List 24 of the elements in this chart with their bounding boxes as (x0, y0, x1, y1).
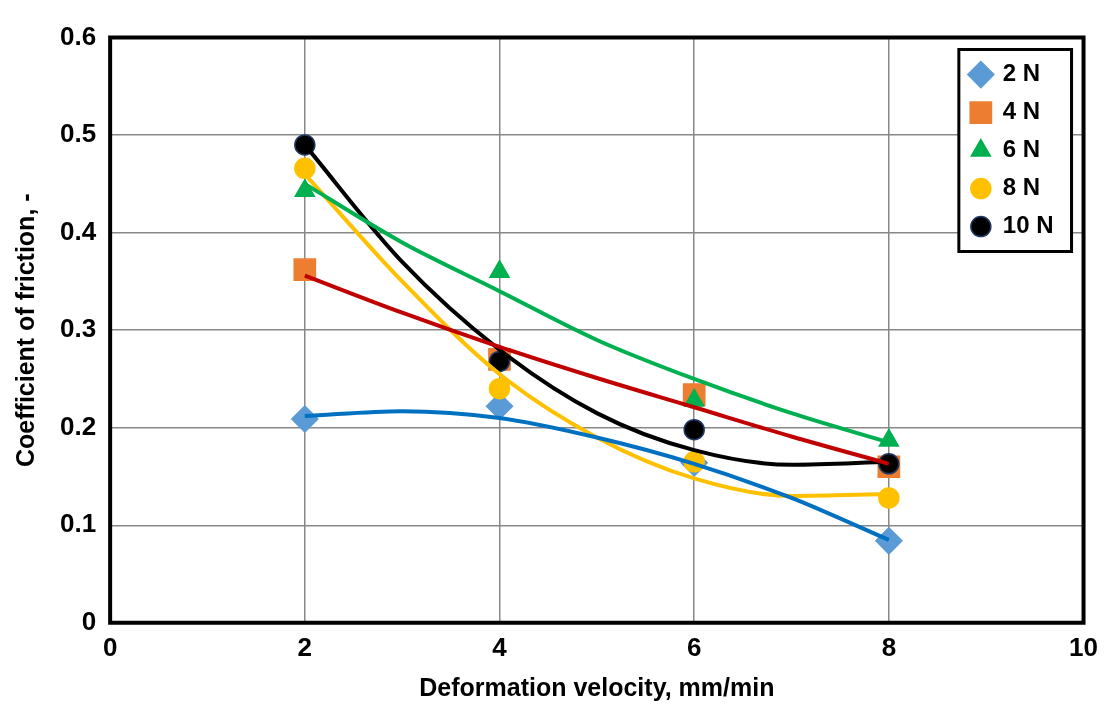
legend-label: 10 N (1002, 211, 1054, 239)
x-tick-label: 4 (492, 631, 508, 662)
x-tick-label: 10 (1069, 631, 1098, 662)
y-tick-label: 0.4 (59, 215, 97, 246)
x-axis-title: Deformation velocity, mm/min (419, 672, 775, 701)
point (488, 377, 511, 400)
legend-label: 8 N (1002, 173, 1041, 201)
point (683, 418, 705, 441)
legend-label: 2 N (1002, 59, 1041, 87)
point (878, 487, 900, 509)
legend-label: 4 N (1002, 97, 1041, 125)
y-tick-label: 0.2 (59, 410, 97, 441)
y-axis-title: Coefficient of friction, - (10, 193, 39, 467)
y-tick-label: 0 (81, 605, 97, 636)
x-tick-label: 2 (297, 631, 313, 662)
x-tick-label: 6 (686, 631, 702, 662)
legend-label: 6 N (1002, 135, 1041, 163)
point (294, 157, 316, 180)
x-tick-label: 8 (881, 631, 897, 662)
y-tick-label: 0.5 (59, 118, 97, 149)
y-tick-label: 0.6 (59, 20, 97, 51)
x-tick-label: 0 (102, 631, 118, 662)
y-tick-label: 0.1 (59, 508, 97, 539)
y-tick-label: 0.3 (59, 313, 97, 344)
